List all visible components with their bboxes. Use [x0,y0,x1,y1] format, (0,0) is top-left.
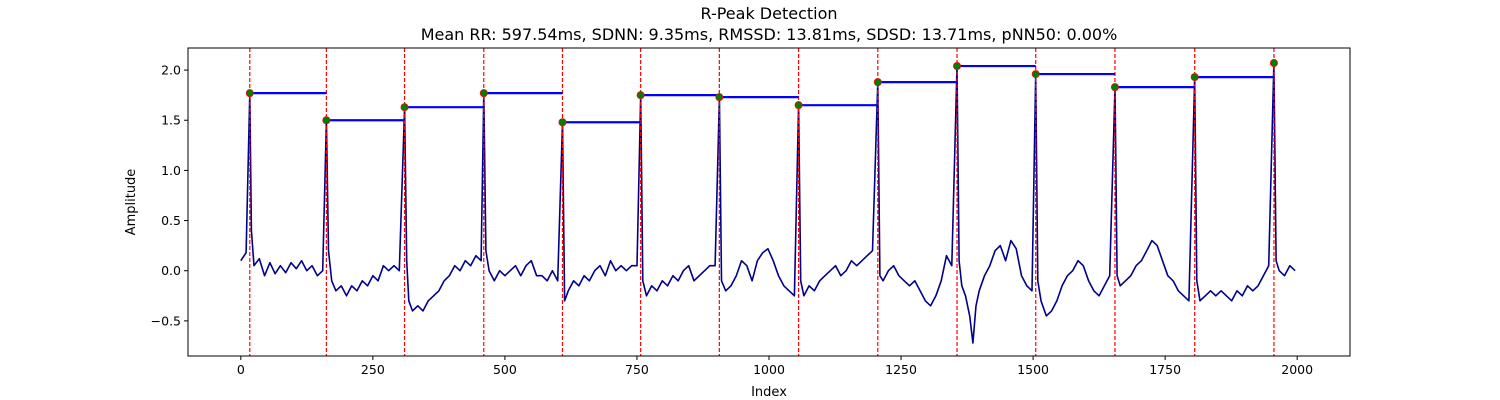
r-peak-marker-12 [1190,73,1199,82]
chart-title: R-Peak Detection [700,4,837,23]
r-peak-marker-2 [400,103,409,112]
axes-frame [187,47,1351,357]
r-peak-marker-11 [1110,83,1119,92]
x-tick-label-2: 500 [493,362,517,377]
y-axis-label: Amplitude [124,169,139,236]
plot-area [240,48,1296,356]
y-tick-label-3: 1.0 [161,163,181,178]
r-peak-marker-6 [715,93,724,102]
r-peak-marker-1 [322,116,331,125]
x-tick-label-5: 1250 [885,362,917,377]
r-peak-marker-10 [1031,70,1040,79]
r-peak-marker-8 [873,78,882,87]
x-axis: 0 250 500 750 1000 1250 1500 1750 2000 [237,356,1313,377]
y-tick-label-1: 0.0 [161,263,181,278]
r-peak-marker-0 [245,89,254,98]
ecg-signal-line [240,62,1296,344]
r-peak-marker-5 [636,91,645,100]
y-tick-label-4: 1.5 [161,113,181,128]
x-tick-label-6: 1500 [1017,362,1049,377]
x-tick-label-7: 1750 [1149,362,1181,377]
y-axis: −0.5 0.0 0.5 1.0 1.5 2.0 [151,63,188,328]
x-axis-label: Index [751,385,787,400]
r-peak-marker-13 [1269,59,1278,68]
r-peak-marker-7 [794,101,803,110]
r-peak-marker-9 [953,62,962,71]
y-tick-label-0: −0.5 [151,313,181,328]
x-tick-label-3: 750 [625,362,649,377]
x-tick-label-1: 250 [361,362,385,377]
x-tick-label-8: 2000 [1281,362,1313,377]
x-tick-label-0: 0 [237,362,245,377]
chart-subtitle: Mean RR: 597.54ms, SDNN: 9.35ms, RMSSD: … [421,25,1118,44]
x-tick-label-4: 1000 [753,362,785,377]
r-peak-marker-3 [479,89,488,98]
y-tick-label-5: 2.0 [161,63,181,78]
r-peak-marker-4 [558,118,567,127]
y-tick-label-2: 0.5 [161,213,181,228]
